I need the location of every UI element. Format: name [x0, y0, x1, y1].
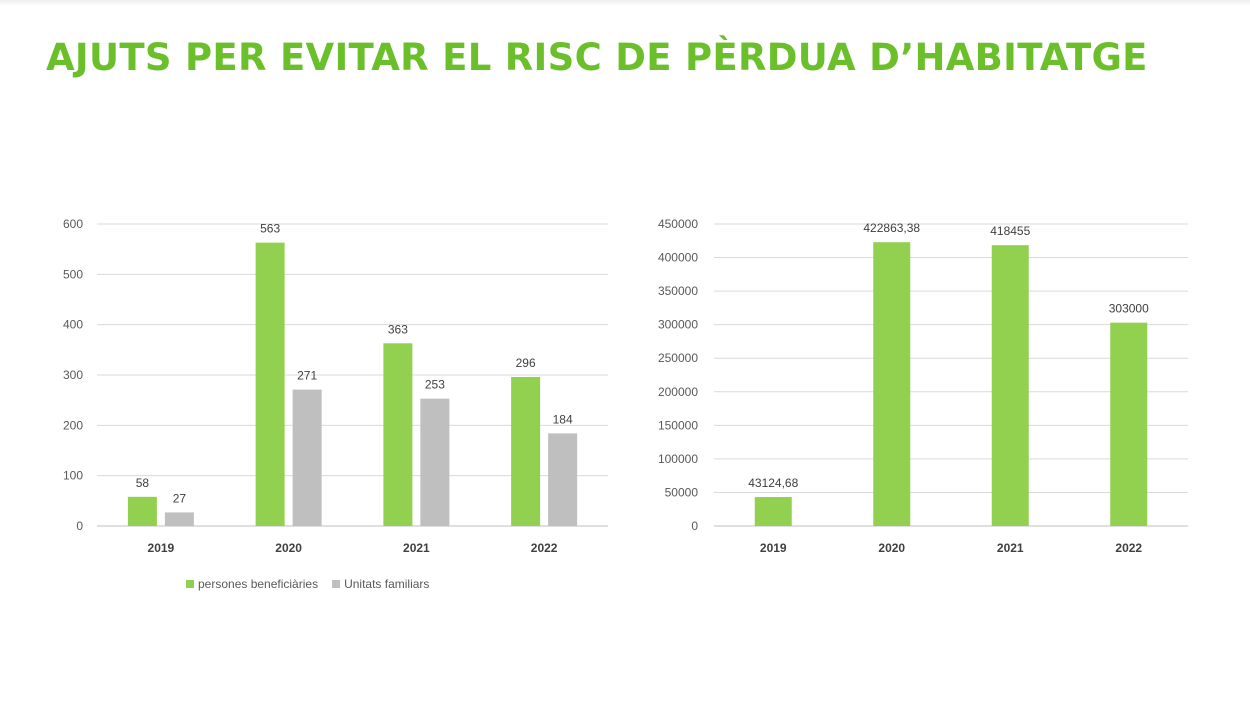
- legend-swatch: [186, 580, 194, 588]
- y-tick-label: 100: [63, 469, 83, 483]
- bar: [1110, 322, 1148, 526]
- beneficiaries-bar-chart: 0 100 200 300 400 500 600 2019 58 27 2020 563 271 202…: [63, 217, 608, 591]
- x-tick-label: 2021: [997, 541, 1024, 555]
- y-tick-label: 150000: [658, 418, 698, 432]
- top-divider: [0, 0, 1250, 6]
- x-tick-label: 2019: [148, 541, 175, 555]
- amount-bar-chart: 0 50000 100000 150000 200000 250000 300000 3500…: [658, 217, 1188, 555]
- data-label: 184: [553, 412, 573, 426]
- data-label: 27: [173, 491, 187, 505]
- y-tick-label: 100000: [658, 452, 698, 466]
- bar: [164, 512, 194, 526]
- bar: [754, 497, 792, 526]
- bar: [127, 496, 157, 526]
- y-tick-label: 50000: [665, 485, 699, 499]
- y-tick-label: 450000: [658, 217, 698, 231]
- data-label: 422863,38: [863, 221, 920, 235]
- y-tick-label: 0: [76, 519, 83, 533]
- bar: [383, 343, 413, 526]
- y-tick-label: 200000: [658, 385, 698, 399]
- y-tick-label: 400: [63, 318, 83, 332]
- data-label: 563: [260, 222, 280, 236]
- data-label: 303000: [1109, 302, 1149, 316]
- y-tick-label: 300000: [658, 318, 698, 332]
- y-tick-label: 600: [63, 217, 83, 231]
- y-tick-label: 250000: [658, 351, 698, 365]
- data-label: 296: [516, 356, 536, 370]
- legend-entry: persones beneficiàries: [198, 577, 318, 591]
- y-tick-label: 300: [63, 368, 83, 382]
- bar: [255, 242, 285, 526]
- bar: [548, 433, 578, 526]
- y-tick-label: 500: [63, 267, 83, 281]
- page-title: AJUTS PER EVITAR EL RISC DE PÈRDUA D’HAB…: [46, 36, 1148, 79]
- x-tick-label: 2022: [1115, 541, 1142, 555]
- legend-entry: Unitats familiars: [344, 577, 429, 591]
- data-label: 271: [297, 369, 317, 383]
- bar: [511, 377, 541, 526]
- bar: [292, 389, 322, 526]
- data-label: 43124,68: [748, 476, 798, 490]
- y-tick-label: 200: [63, 418, 83, 432]
- x-tick-label: 2020: [275, 541, 302, 555]
- y-tick-label: 350000: [658, 284, 698, 298]
- x-tick-label: 2020: [878, 541, 905, 555]
- data-label: 253: [425, 378, 445, 392]
- data-label: 363: [388, 322, 408, 336]
- legend-swatch: [332, 580, 341, 588]
- y-tick-label: 400000: [658, 251, 698, 265]
- bar: [991, 245, 1029, 526]
- bar: [420, 398, 450, 526]
- data-label: 58: [136, 476, 150, 490]
- data-label: 418455: [990, 224, 1030, 238]
- x-tick-label: 2022: [531, 541, 558, 555]
- bar: [873, 242, 911, 527]
- y-tick-label: 0: [691, 519, 698, 533]
- x-tick-label: 2021: [403, 541, 430, 555]
- x-tick-label: 2019: [760, 541, 787, 555]
